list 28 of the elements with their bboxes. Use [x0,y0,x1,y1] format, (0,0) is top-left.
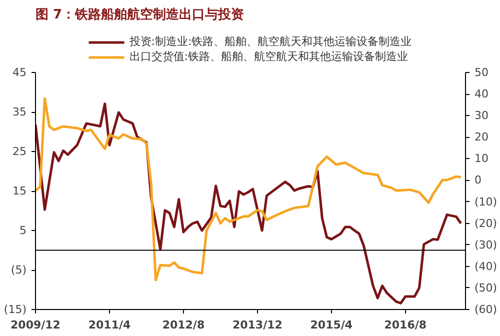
y-tick-label: 45 [12,66,27,79]
x-tick-label: 2013/12 [232,318,282,332]
y2-tick-label: 50 [474,66,488,79]
y2-tick-label: (30) [474,238,498,252]
chart-title: 图 7：铁路船舶航空制造出口与投资 [36,6,244,22]
y-tick-label: (5) [10,264,27,276]
y2-tick-label: (60) [474,303,498,316]
y2-tick-label: 40 [474,88,488,101]
x-tick-label: 2012/8 [162,318,205,332]
y-tick-label: 25 [12,145,27,158]
x-tick-label: 2011/4 [88,318,131,332]
y2-tick-label: (10) [474,195,498,208]
legend-label: 出口交货值:铁路、船舶、航空航天和其他运输设备制造业 [129,49,408,64]
y-tick-label: (15) [4,303,27,316]
y2-tick-label: 30 [474,109,488,122]
y2-tick-label: 10 [474,152,488,166]
y-tick-label: 35 [12,106,27,118]
y2-tick-label: 20 [474,130,488,144]
y-tick-label: 15 [12,184,27,198]
y2-tick-label: 0 [474,174,482,187]
legend-label: 投资:制造业:铁路、船舶、航空航天和其他运输设备制造业 [129,34,412,49]
y2-tick-label: (50) [474,281,498,294]
y2-tick-label: (40) [474,260,498,273]
x-tick-label: 2009/12 [10,318,60,332]
y-tick-label: 5 [20,224,26,237]
x-tick-label: 2015/4 [310,318,353,332]
y2-tick-label: (20) [474,216,498,230]
x-tick-label: 2016/8 [384,318,427,332]
